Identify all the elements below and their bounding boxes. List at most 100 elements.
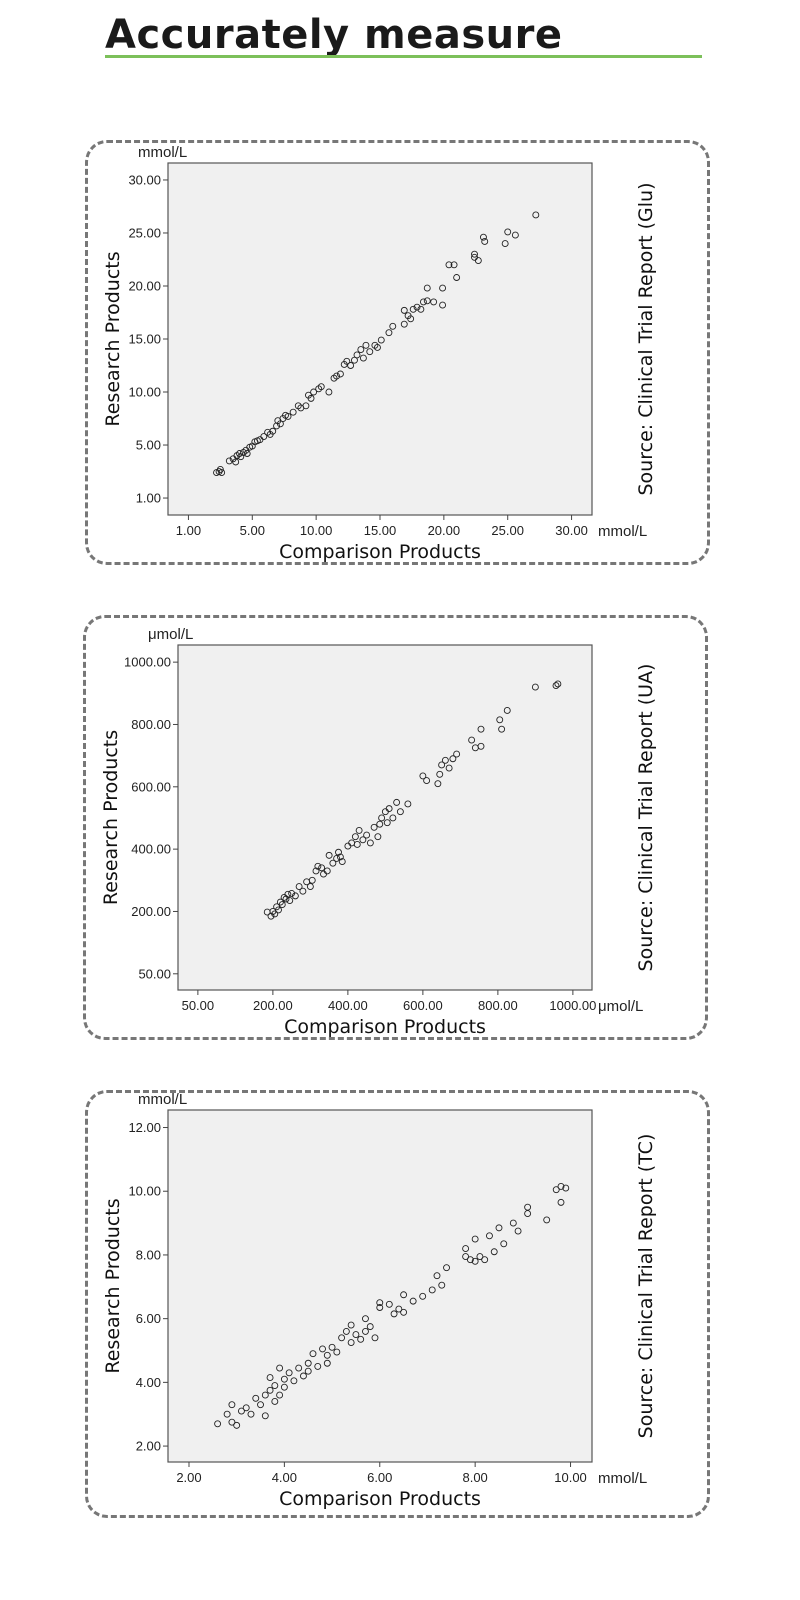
data-point [336, 853, 344, 861]
chart-card-glu: 1.00 5.00 10.00 15.00 20.00 25.00 30.00 1.00 5.0… [85, 140, 710, 565]
data-point [302, 402, 310, 410]
y-tick-label: 12.00 [128, 1120, 161, 1135]
data-point [362, 1315, 369, 1323]
data-point [290, 1377, 298, 1385]
data-point [343, 357, 351, 365]
data-point [383, 819, 391, 827]
data-point [319, 1345, 326, 1353]
data-point [430, 298, 438, 306]
data-point [325, 851, 333, 859]
y-axis-title: Research Products [102, 251, 124, 426]
data-point [433, 1272, 441, 1280]
source-label: Source: Clinical Trial Report (UA) [635, 664, 657, 972]
data-point [357, 346, 365, 354]
y-tick-label: 6.00 [136, 1311, 161, 1326]
y-unit-label: mmol/L [138, 144, 187, 161]
data-point [335, 848, 342, 856]
data-point [357, 1335, 365, 1343]
data-point [514, 1227, 522, 1235]
data-point [407, 315, 415, 323]
data-point [423, 284, 431, 292]
data-point [531, 683, 539, 691]
data-point [299, 887, 307, 895]
y-tick-label: 200.00 [131, 904, 171, 919]
scatter-plot-glu: 1.00 5.00 10.00 15.00 20.00 25.00 30.00 1.00 5.0… [102, 144, 657, 563]
data-point [439, 284, 447, 292]
data-point [503, 706, 511, 714]
data-point [389, 322, 397, 330]
data-point [333, 1348, 341, 1356]
data-point [509, 1219, 517, 1227]
data-point [377, 336, 385, 344]
data-point [273, 422, 281, 430]
y-unit-label: μmol/L [148, 626, 193, 643]
x-unit-label: mmol/L [598, 1470, 647, 1487]
data-point [318, 864, 326, 872]
data-point [400, 306, 408, 314]
x-tick-label: 6.00 [367, 1470, 392, 1485]
data-point [481, 1256, 489, 1264]
data-point [280, 1383, 288, 1391]
data-point [479, 233, 487, 241]
x-unit-label: mmol/L [598, 523, 647, 540]
data-point [423, 297, 431, 305]
data-point [325, 388, 333, 396]
source-label: Source: Clinical Trial Report (TC) [635, 1134, 657, 1439]
x-tick-label: 15.00 [364, 523, 397, 538]
data-point [214, 1420, 222, 1428]
data-point [385, 1300, 393, 1308]
x-axis-title: Comparison Products [279, 1488, 481, 1510]
data-point [409, 305, 417, 313]
data-point [308, 876, 316, 884]
y-tick-label: 1.00 [136, 491, 161, 506]
data-point [304, 1359, 312, 1367]
x-tick-label: 200.00 [253, 998, 293, 1013]
data-point [261, 1391, 269, 1399]
x-tick-label: 8.00 [462, 1470, 487, 1485]
data-point [466, 1256, 474, 1264]
plot-area [167, 1109, 593, 1463]
data-point [295, 883, 303, 890]
data-point [271, 1398, 279, 1405]
y-tick-label: 2.00 [136, 1439, 161, 1454]
data-point [371, 1334, 379, 1342]
y-axis-title: Research Products [100, 730, 122, 905]
data-point [247, 1410, 255, 1418]
data-point [261, 1412, 269, 1420]
data-point [376, 1304, 384, 1311]
data-point [532, 211, 540, 219]
data-point [232, 458, 240, 466]
data-point [237, 1407, 245, 1415]
data-point [501, 240, 509, 248]
y-tick-label: 4.00 [136, 1375, 161, 1390]
data-point [218, 469, 226, 477]
data-point [223, 1410, 231, 1418]
data-point [328, 1343, 336, 1351]
data-point [400, 1291, 408, 1299]
data-point [552, 682, 560, 689]
data-point [314, 862, 322, 870]
data-point [400, 1308, 408, 1316]
data-point [496, 716, 504, 724]
data-point [266, 1374, 274, 1382]
data-point [370, 823, 378, 831]
data-point [276, 1391, 284, 1399]
data-point [366, 348, 374, 356]
data-point [441, 756, 449, 764]
data-point [291, 892, 299, 900]
data-point [385, 805, 393, 813]
page-title: Accurately measure [105, 12, 563, 58]
data-point [304, 1367, 312, 1375]
y-tick-label: 5.00 [136, 438, 161, 453]
data-point [500, 1240, 508, 1248]
data-point [438, 1281, 446, 1289]
y-tick-label: 1000.00 [124, 655, 171, 670]
data-point [285, 1369, 293, 1377]
data-point [276, 1364, 284, 1372]
data-point [352, 1331, 360, 1339]
data-point [471, 250, 478, 258]
x-tick-label: 50.00 [182, 998, 215, 1013]
data-point [552, 1186, 560, 1194]
data-point [486, 1232, 493, 1240]
data-point [477, 742, 485, 750]
